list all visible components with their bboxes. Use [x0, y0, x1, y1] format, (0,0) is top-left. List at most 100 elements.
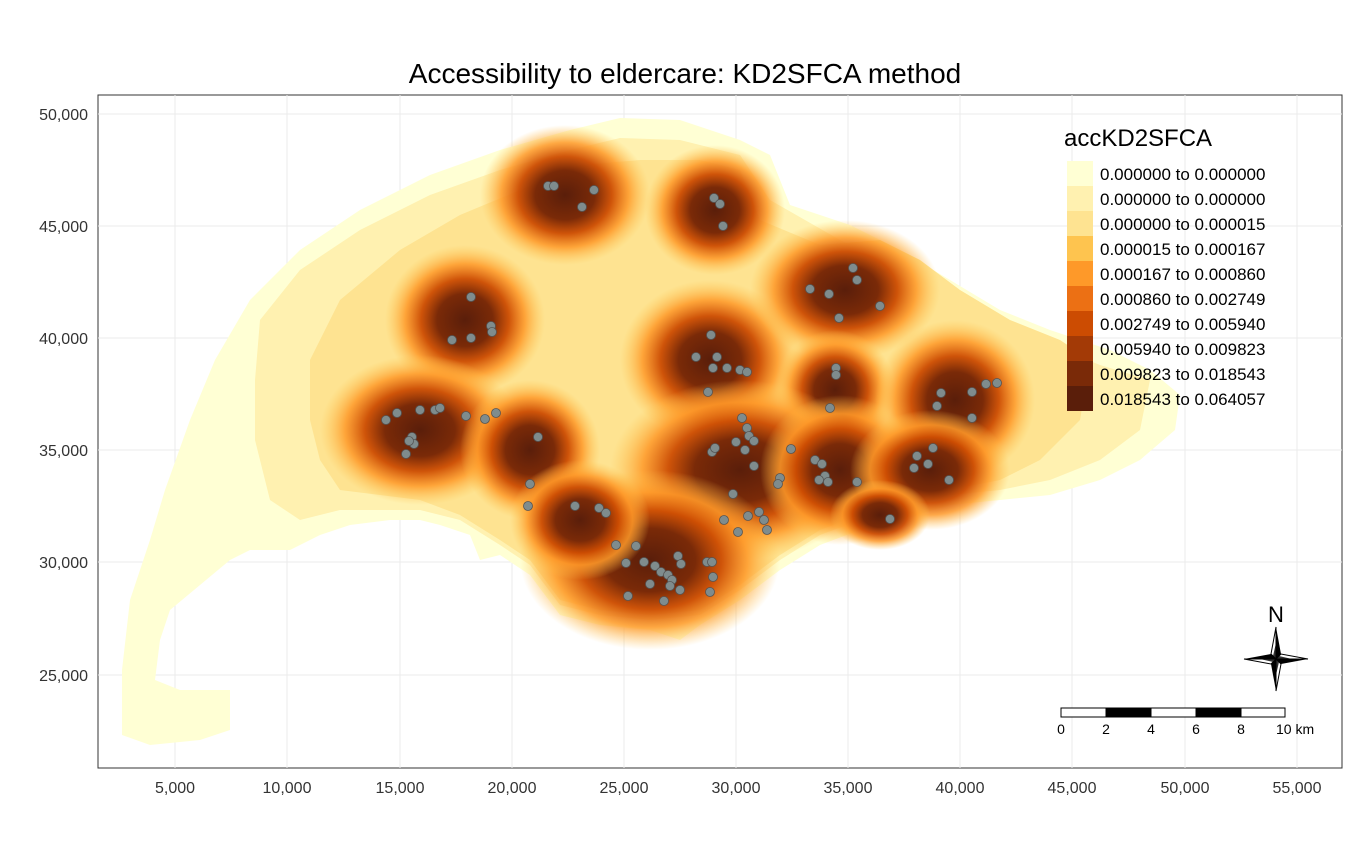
legend-swatch [1067, 261, 1093, 286]
x-tick-label: 25,000 [600, 780, 649, 797]
legend-swatch [1067, 161, 1093, 186]
facility-point [659, 596, 669, 606]
y-tick-label: 50,000 [39, 107, 88, 124]
facility-point [523, 501, 533, 511]
y-tick-label: 25,000 [39, 668, 88, 685]
facility-point [712, 352, 722, 362]
x-axis: 5,000 10,000 15,000 20,000 25,000 30,000… [155, 780, 1322, 797]
facility-point [831, 370, 841, 380]
x-tick-label: 50,000 [1161, 780, 1210, 797]
facility-point [381, 415, 391, 425]
facility-point [705, 587, 715, 597]
facility-point [710, 443, 720, 453]
facility-point [740, 445, 750, 455]
facility-point [737, 413, 747, 423]
facility-point [447, 335, 457, 345]
legend-label: 0.000000 to 0.000000 [1100, 190, 1265, 209]
facility-point [773, 479, 783, 489]
x-tick-label: 40,000 [936, 780, 985, 797]
facility-point [754, 507, 764, 517]
facility-point [466, 292, 476, 302]
facility-point [852, 275, 862, 285]
legend-label: 0.018543 to 0.064057 [1100, 390, 1265, 409]
facility-point [491, 408, 501, 418]
facility-point [621, 558, 631, 568]
legend: accKD2SFCA 0.000000 to 0.000000 0.000000 … [1064, 125, 1265, 411]
y-tick-label: 35,000 [39, 443, 88, 460]
facility-point [676, 559, 686, 569]
legend-title: accKD2SFCA [1064, 125, 1212, 152]
facility-point [733, 527, 743, 537]
facility-point [743, 511, 753, 521]
y-tick-label: 45,000 [39, 219, 88, 236]
legend-swatch [1067, 311, 1093, 336]
legend-swatch [1067, 336, 1093, 361]
facility-point [742, 423, 752, 433]
facility-point [932, 401, 942, 411]
facility-point [885, 514, 895, 524]
facility-point [749, 436, 759, 446]
legend-swatch [1067, 286, 1093, 311]
facility-point [601, 508, 611, 518]
legend-label: 0.000167 to 0.000860 [1100, 265, 1265, 284]
facility-point [675, 585, 685, 595]
legend-label: 0.000860 to 0.002749 [1100, 290, 1265, 309]
facility-point [401, 449, 411, 459]
facility-point [461, 411, 471, 421]
facility-point [749, 461, 759, 471]
scale-label: 4 [1147, 721, 1155, 737]
facility-point [814, 475, 824, 485]
facility-point [639, 557, 649, 567]
facility-point [912, 451, 922, 461]
accessibility-hotspots [320, 125, 1035, 650]
facility-point [817, 459, 827, 469]
facility-point [623, 591, 633, 601]
facility-point [981, 379, 991, 389]
facility-point [708, 572, 718, 582]
facility-point [577, 202, 587, 212]
facility-point [435, 403, 445, 413]
x-tick-label: 35,000 [824, 780, 873, 797]
facility-point [709, 193, 719, 203]
facility-point [708, 363, 718, 373]
facility-point [525, 479, 535, 489]
scale-label: 8 [1237, 721, 1245, 737]
facility-point [786, 444, 796, 454]
facility-point [936, 388, 946, 398]
facility-point [759, 515, 769, 525]
x-tick-label: 15,000 [376, 780, 425, 797]
scale-label: 2 [1102, 721, 1110, 737]
facility-point [611, 540, 621, 550]
facility-point [415, 405, 425, 415]
legend-swatch [1067, 186, 1093, 211]
legend-label: 0.002749 to 0.005940 [1100, 315, 1265, 334]
scale-label: 6 [1192, 721, 1200, 737]
facility-point [848, 263, 858, 273]
legend-label: 0.000000 to 0.000015 [1100, 215, 1265, 234]
facility-point [665, 581, 675, 591]
facility-point [631, 541, 641, 551]
y-tick-label: 30,000 [39, 555, 88, 572]
facility-point [728, 489, 738, 499]
facility-point [992, 378, 1002, 388]
y-axis: 50,000 45,000 40,000 35,000 30,000 25,00… [39, 107, 88, 685]
legend-swatch [1067, 386, 1093, 411]
north-label: N [1268, 602, 1284, 627]
legend-label: 0.000000 to 0.000000 [1100, 165, 1265, 184]
facility-point [707, 557, 717, 567]
facility-point [967, 413, 977, 423]
eldercare-facility-points [381, 181, 1002, 606]
facility-point [805, 284, 815, 294]
facility-point [825, 403, 835, 413]
x-tick-label: 20,000 [488, 780, 537, 797]
facility-point [909, 463, 919, 473]
facility-point [762, 525, 772, 535]
legend-label: 0.009823 to 0.018543 [1100, 365, 1265, 384]
facility-point [549, 181, 559, 191]
facility-point [742, 367, 752, 377]
facility-point [706, 330, 716, 340]
facility-point [875, 301, 885, 311]
legend-swatch [1067, 361, 1093, 386]
scale-bar: 0 2 4 6 8 10 km [1057, 707, 1314, 737]
